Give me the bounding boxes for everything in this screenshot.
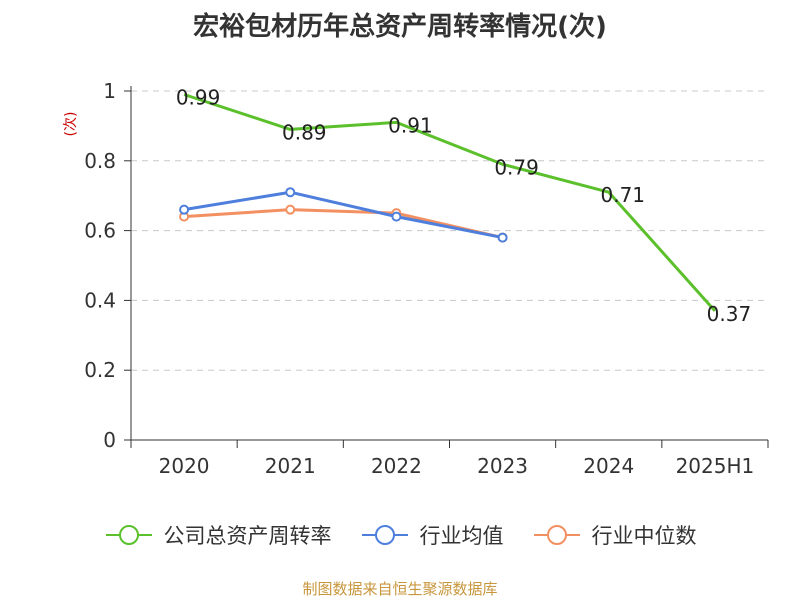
x-tick-label: 2025H1: [676, 454, 755, 478]
x-tick-label: 2020: [159, 454, 210, 478]
chart-title: 宏裕包材历年总资产周转率情况(次): [193, 12, 607, 42]
legend-label: 行业均值: [419, 524, 504, 548]
data-point: [285, 187, 296, 198]
data-label: 0.89: [282, 120, 327, 144]
y-axis-label: (次): [63, 112, 79, 137]
legend-label: 行业中位数: [591, 524, 697, 548]
legend-item[interactable]: 公司总资产周转率: [104, 520, 332, 550]
data-label: 0.37: [707, 302, 752, 326]
data-labels: 0.99 0.89 0.91 0.79 0.71 0.37: [176, 85, 751, 325]
data-point: [179, 204, 190, 215]
data-label: 0.79: [494, 155, 539, 179]
data-label: 0.91: [388, 113, 433, 137]
legend-item[interactable]: 行业均值: [360, 520, 504, 550]
x-tick-label: 2022: [371, 454, 422, 478]
x-tick-label: 2023: [477, 454, 528, 478]
y-tick-label: 0.6: [84, 219, 116, 243]
y-tick-label: 0.4: [84, 288, 116, 312]
series-line: [183, 190, 503, 240]
legend-marker-icon: [361, 525, 408, 545]
series-layer: [179, 93, 717, 312]
legend-marker-icon: [105, 525, 152, 545]
legend-label: 公司总资产周转率: [163, 524, 332, 548]
legend: 公司总资产周转率 行业均值 行业中位数: [0, 520, 800, 550]
data-point: [285, 204, 296, 215]
source-note: 制图数据来自恒生聚源数据库: [302, 580, 498, 598]
x-tick-label: 2024: [583, 454, 634, 478]
data-point: [391, 211, 402, 222]
data-label: 0.99: [176, 85, 221, 109]
legend-marker-icon: [533, 525, 580, 545]
data-point: [497, 232, 508, 243]
axes: 0 0.2 0.4 0.6 0.8 1 2020 2021 2022 2023 2024 2025H1: [84, 79, 769, 478]
y-tick-label: 1: [103, 79, 116, 103]
y-tick-label: 0.8: [84, 149, 116, 173]
x-tick-label: 2021: [265, 454, 316, 478]
series-line: [183, 93, 717, 312]
y-tick-label: 0.2: [84, 358, 116, 382]
data-label: 0.71: [600, 183, 645, 207]
y-tick-label: 0: [103, 428, 116, 452]
series-line: [183, 208, 503, 240]
grid-lines: [131, 90, 768, 371]
legend-item[interactable]: 行业中位数: [532, 520, 697, 550]
